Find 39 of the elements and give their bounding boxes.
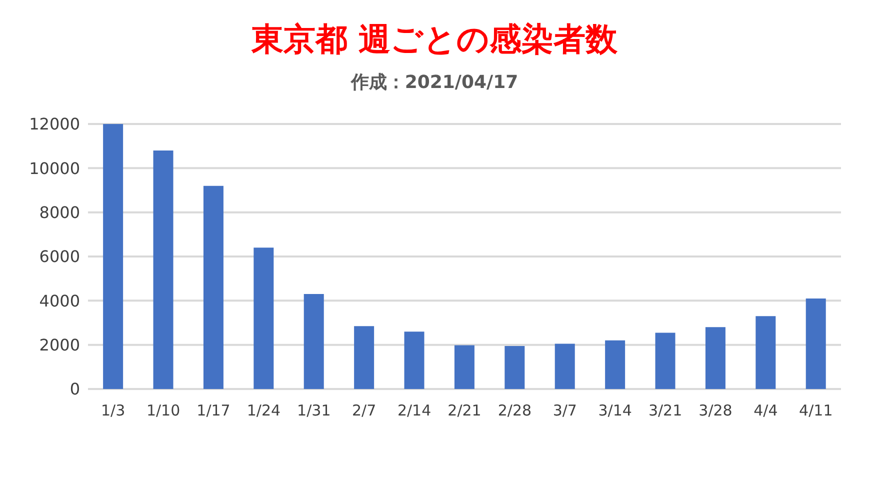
x-tick-label: 2/14 xyxy=(397,402,432,420)
bar xyxy=(806,298,826,389)
y-tick-label: 4000 xyxy=(39,291,80,310)
bar xyxy=(404,332,424,389)
x-tick-label: 2/21 xyxy=(448,402,482,420)
x-tick-label: 1/31 xyxy=(297,402,331,420)
x-tick-label: 1/10 xyxy=(146,402,180,420)
x-tick-label: 2/7 xyxy=(352,402,376,420)
y-tick-label: 0 xyxy=(70,380,80,399)
x-tick-label: 3/21 xyxy=(648,402,682,420)
x-tick-label: 2/28 xyxy=(498,402,532,420)
bar xyxy=(254,248,274,389)
bar xyxy=(504,346,525,389)
x-tick-label: 3/28 xyxy=(698,402,732,420)
y-tick-label: 6000 xyxy=(39,247,80,266)
y-tick-label: 8000 xyxy=(39,203,80,222)
y-tick-label: 2000 xyxy=(39,336,80,355)
x-tick-label: 1/17 xyxy=(196,402,230,420)
x-tick-label: 3/14 xyxy=(598,402,632,420)
bar xyxy=(655,332,676,389)
x-tick-label: 4/11 xyxy=(799,402,833,420)
x-tick-label: 1/24 xyxy=(246,402,281,420)
bar xyxy=(103,124,124,389)
bar xyxy=(203,186,224,389)
bar xyxy=(454,345,474,389)
x-tick-label: 3/7 xyxy=(552,402,577,420)
y-tick-label: 10000 xyxy=(29,158,80,178)
x-tick-label: 4/4 xyxy=(754,402,778,420)
bar xyxy=(756,316,776,389)
bar xyxy=(354,326,374,389)
bar xyxy=(705,327,726,389)
bar xyxy=(304,294,324,389)
bar xyxy=(605,340,626,389)
chart-title: 東京都 週ごとの感染者数 xyxy=(250,19,619,60)
y-tick-label: 12000 xyxy=(29,114,80,134)
x-tick-label: 1/3 xyxy=(101,402,126,420)
bar xyxy=(554,344,575,389)
chart-subtitle: 作成：2021/04/17 xyxy=(350,71,520,94)
bar xyxy=(153,150,174,389)
